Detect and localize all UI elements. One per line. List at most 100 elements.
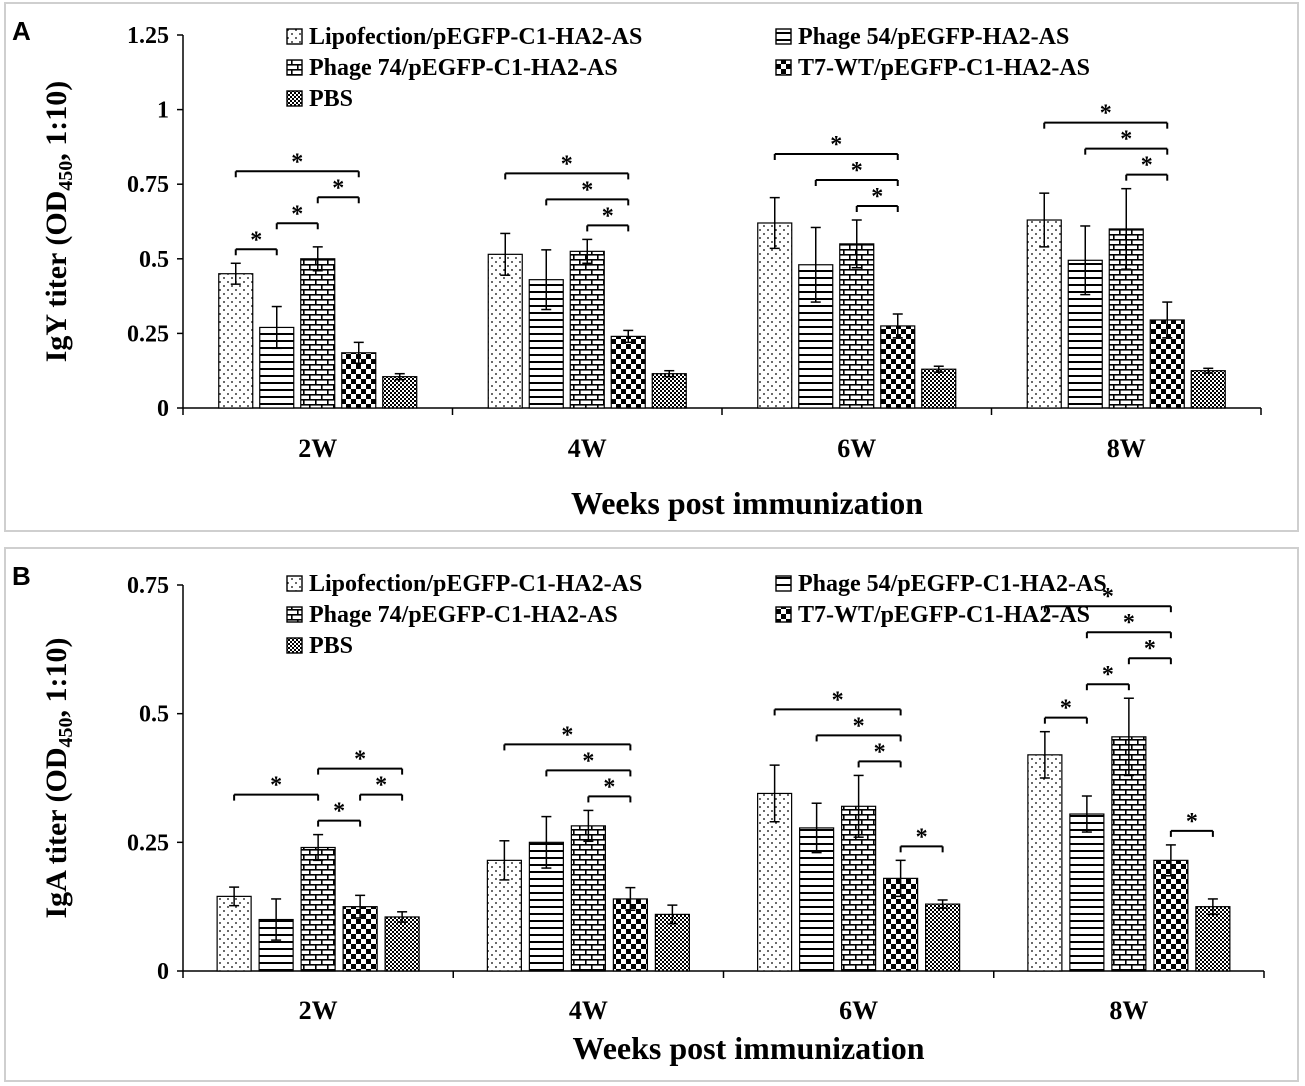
panel-label: A [12,16,31,46]
x-axis-title: Weeks post immunization [572,1030,924,1066]
bar [384,916,420,972]
bar [1153,859,1189,972]
significance-star: * [1186,809,1198,835]
bar [839,243,875,409]
y-tick-label: 0.5 [139,247,169,273]
bar [651,373,687,409]
significance-star: * [250,227,262,253]
legend-label: Phage 74/pEGFP-C1-HA2-AS [309,55,618,81]
panel-b: B 0 0.25 0.5 0.75 IgA titer (OD450, 1:10) 2W 4… [4,547,1299,1082]
x-tick-label: 2W [298,434,337,463]
y-tick-label: 1.25 [127,23,169,49]
significance-star: * [1102,662,1114,688]
significance-star: * [332,175,344,201]
bar [757,792,793,972]
legend-swatch [775,59,792,76]
significance-star: * [1141,153,1153,179]
bar [570,825,606,972]
legend-label: Lipofection/pEGFP-C1-HA2-AS [309,571,642,597]
bar [487,253,523,409]
bar [569,250,605,409]
bar [1026,219,1062,409]
legend-label: Phage 54/pEGFP-C1-HA2-AS [798,571,1107,597]
y-tick-label: 0.5 [139,702,169,728]
iga-titer-chart: 0 0.25 0.5 0.75 IgA titer (OD450, 1:10) 2W 4W 6… [40,571,1265,1066]
x-axis-title: Weeks post immunization [571,485,923,521]
significance-star: * [1144,636,1156,662]
y-tick-label: 1 [157,98,169,124]
significance-star: * [871,184,883,210]
significance-star: * [582,748,594,774]
bar [300,258,336,409]
significance-star: * [874,739,886,765]
legend-swatch [286,28,303,45]
bar [216,895,252,972]
y-tick-label: 0 [157,396,169,422]
significance-star: * [561,722,573,748]
significance-star: * [830,132,842,158]
significance-star: * [1102,584,1114,610]
bar [1069,813,1105,972]
y-tick-label: 0.25 [127,830,169,856]
legend-swatch [286,606,303,623]
bar [528,841,564,972]
y-axis-title: IgY titer (OD450, 1:10) [40,81,77,363]
significance-star: * [291,201,303,227]
panel-a: A 0 0.25 0.5 0.75 1 1.25 IgY titer (OD450, 1:1… [4,2,1299,532]
x-tick-label: 6W [839,996,878,1025]
legend-swatch [775,28,792,45]
legend-label: Phage 74/pEGFP-C1-HA2-AS [309,602,618,628]
significance-star: * [354,747,366,773]
x-tick-label: 4W [569,996,608,1025]
significance-star: * [375,773,387,799]
legend-swatch [286,59,303,76]
legend-label: PBS [309,633,353,659]
legend-swatch [286,90,303,107]
y-tick-label: 0.25 [127,321,169,347]
bar [1111,736,1147,972]
significance-star: * [916,824,928,850]
legend-swatch [286,637,303,654]
bar [218,273,254,409]
bar [921,368,957,409]
x-tick-label: 4W [568,434,607,463]
legend-label: PBS [309,86,353,112]
significance-star: * [333,799,345,825]
y-tick-label: 0.75 [127,573,169,599]
legend-label: T7-WT/pEGFP-C1-HA2-AS [798,602,1090,628]
bar [1027,754,1063,972]
bar [883,877,919,972]
legend-label: Lipofection/pEGFP-C1-HA2-AS [309,24,642,50]
significance-star: * [291,149,303,175]
legend-swatch [775,575,792,592]
bar [1108,228,1144,409]
panel-label: B [12,561,31,591]
legend-label: Phage 54/pEGFP-HA2-AS [798,24,1069,50]
y-axis-title: IgA titer (OD450, 1:10) [40,637,77,918]
significance-star: * [1120,127,1132,153]
bar [382,376,418,409]
significance-star: * [602,203,614,229]
bar [610,335,646,409]
significance-star: * [851,158,863,184]
significance-star: * [832,687,844,713]
significance-star: * [1123,610,1135,636]
bar [300,846,336,972]
igy-titer-chart: 0 0.25 0.5 0.75 1 1.25 IgY titer (OD450, 1:10)… [40,23,1262,521]
bar [757,222,793,409]
x-tick-label: 2W [299,996,338,1025]
significance-star: * [561,151,573,177]
x-tick-label: 6W [837,434,876,463]
bar [1190,370,1226,409]
significance-star: * [603,774,615,800]
legend-swatch [286,575,303,592]
legend-swatch [775,606,792,623]
significance-star: * [1100,101,1112,127]
significance-star: * [853,713,865,739]
significance-star: * [1060,696,1072,722]
y-tick-label: 0.75 [127,172,169,198]
bar [925,903,961,972]
significance-star: * [270,773,282,799]
significance-star: * [581,177,593,203]
y-tick-label: 0 [157,959,169,985]
